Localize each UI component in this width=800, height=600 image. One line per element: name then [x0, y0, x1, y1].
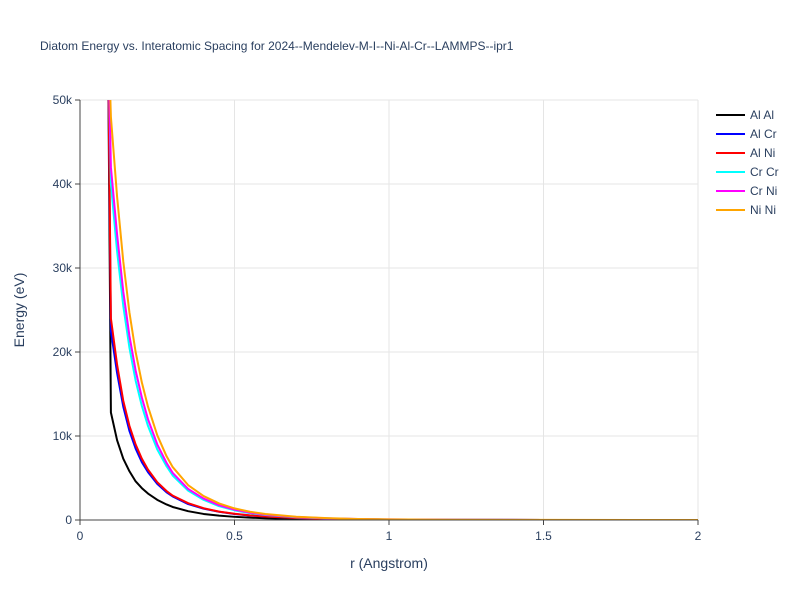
y-axis-title: Energy (eV) [11, 273, 27, 348]
y-tick-label: 0 [65, 513, 72, 527]
legend-label: Cr Cr [750, 165, 779, 179]
x-axis-title: r (Angstrom) [350, 555, 428, 571]
x-tick-label: 1 [386, 529, 393, 543]
legend-label: Ni Ni [750, 203, 776, 217]
legend-label: Al Ni [750, 146, 775, 160]
y-tick-label: 50k [53, 93, 73, 107]
y-tick-label: 10k [53, 429, 73, 443]
legend-label: Cr Ni [750, 184, 777, 198]
chart-title: Diatom Energy vs. Interatomic Spacing fo… [40, 39, 514, 53]
grid-lines [80, 99, 699, 520]
y-tick-label: 30k [53, 261, 73, 275]
legend-label: Al Cr [750, 127, 777, 141]
x-tick-label: 0.5 [226, 529, 243, 543]
y-tick-labels: 0 10k 20k 30k 40k 50k [53, 93, 80, 527]
x-tick-labels: 0 0.5 1 1.5 2 [77, 520, 702, 543]
x-tick-label: 0 [77, 529, 84, 543]
legend-label: Al Al [750, 108, 774, 122]
y-tick-label: 40k [53, 177, 73, 191]
legend: Al Al Al Cr Al Ni Cr Cr Cr Ni Ni Ni [716, 108, 779, 217]
x-tick-label: 2 [695, 529, 702, 543]
series-line-ni-ni [109, 100, 698, 520]
x-tick-label: 1.5 [535, 529, 552, 543]
y-tick-label: 20k [53, 345, 73, 359]
